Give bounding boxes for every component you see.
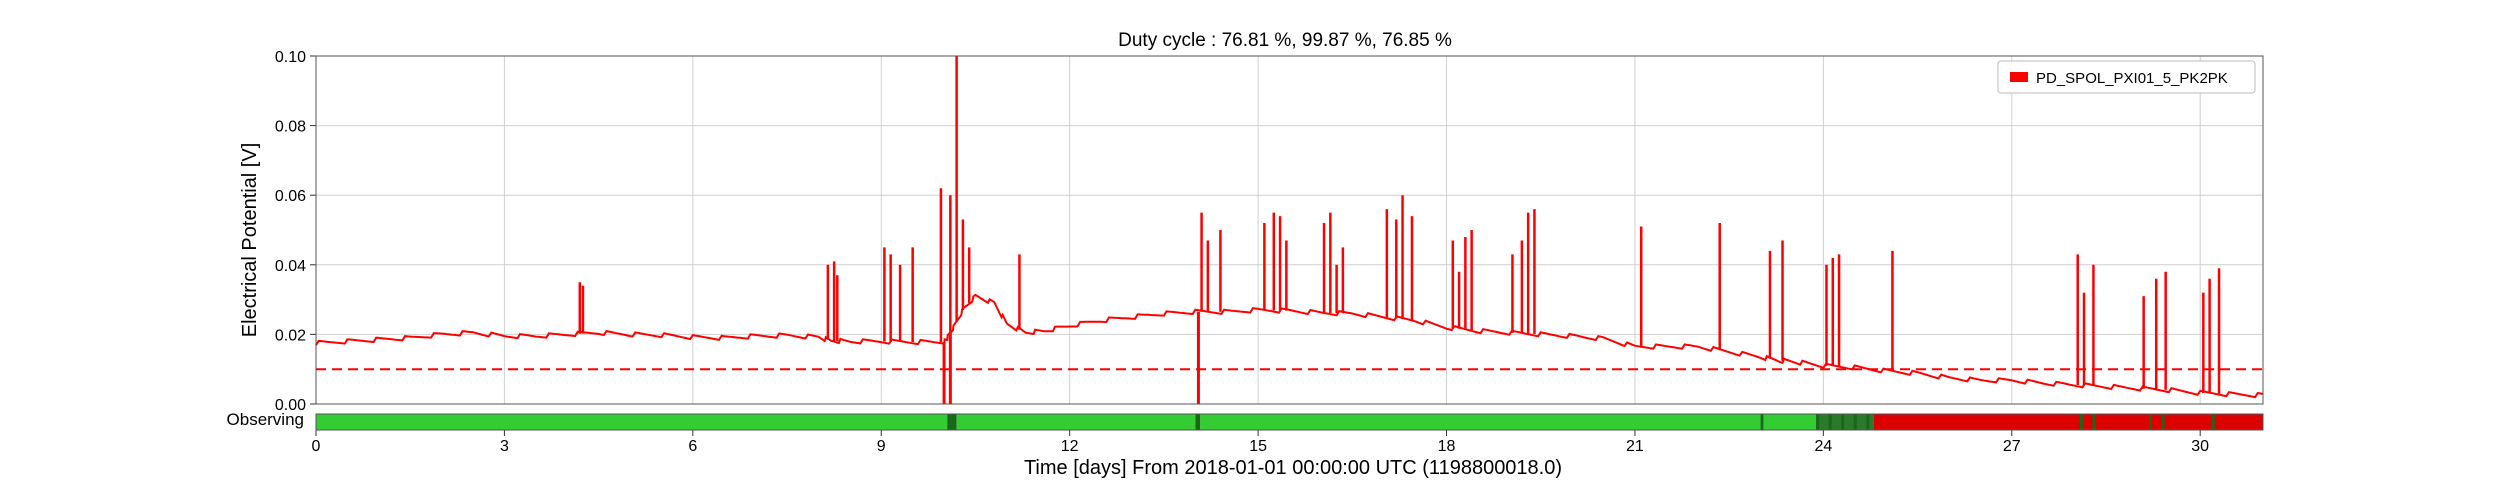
plot-frame: [315, 55, 2264, 405]
state-mark: [2161, 414, 2165, 430]
legend: PD_SPOL_PXI01_5_PK2PK: [1997, 60, 2256, 94]
state-segment: [1760, 414, 1764, 430]
state-mark: [1816, 414, 1820, 430]
x-tick-label: 18: [1438, 438, 1456, 455]
grid: [315, 55, 2263, 405]
y-tick-label: 0.06: [275, 188, 306, 205]
x-tick-label: 27: [2003, 438, 2021, 455]
y-tick-label: 0.08: [275, 119, 306, 136]
state-segment: [1873, 414, 2263, 430]
state-mark: [2211, 414, 2215, 430]
y-axis-label: Electrical Potential [V]: [239, 143, 261, 338]
chart-title: Duty cycle : 76.81 %, 99.87 %, 76.85 %: [1118, 30, 1452, 51]
y-tick-label: 0.00: [275, 397, 306, 414]
state-segment: [1817, 414, 1874, 430]
state-segment: [947, 414, 957, 430]
state-segment: [1200, 414, 1761, 430]
x-tick-label: 30: [2191, 438, 2209, 455]
plot-area: [315, 56, 2264, 404]
x-axis-label: Time [days] From 2018-01-01 00:00:00 UTC…: [1024, 457, 1562, 479]
x-tick-label: 0: [312, 438, 321, 455]
state-bar-frame: [315, 413, 2264, 431]
x-tick-label: 21: [1626, 438, 1644, 455]
legend-box: [1997, 60, 2256, 94]
y-tick-label: 0.10: [275, 49, 306, 66]
state-bar: [315, 413, 2264, 431]
legend-label: PD_SPOL_PXI01_5_PK2PK: [2036, 70, 2228, 87]
x-tick-label: 9: [877, 438, 886, 455]
x-tick-label: 24: [1814, 438, 1832, 455]
spikes: [578, 56, 2221, 404]
y-ticks: 0.00 0.02 0.04 0.06 0.08 0.10: [275, 49, 316, 414]
x-tick-label: 15: [1249, 438, 1267, 455]
state-segment: [956, 414, 1196, 430]
state-mark: [2092, 414, 2096, 430]
state-bar-label: Observing: [227, 410, 304, 429]
state-mark: [2079, 414, 2083, 430]
state-mark: [1841, 414, 1845, 430]
state-mark: [1853, 414, 1857, 430]
y-tick-label: 0.02: [275, 327, 306, 344]
x-ticks: 0 3 6 9 12 15 18 21 24 27 30: [312, 430, 2209, 455]
x-tick-label: 12: [1061, 438, 1079, 455]
x-tick-label: 6: [688, 438, 697, 455]
state-segment: [1195, 414, 1201, 430]
state-mark: [2148, 414, 2152, 430]
y-tick-label: 0.04: [275, 258, 306, 275]
state-segment: [316, 414, 948, 430]
state-mark: [1828, 414, 1832, 430]
x-tick-label: 3: [500, 438, 509, 455]
state-mark: [1866, 414, 1870, 430]
series-line: [315, 293, 2264, 399]
legend-swatch: [2010, 72, 2028, 82]
state-segment: [1763, 414, 1818, 430]
